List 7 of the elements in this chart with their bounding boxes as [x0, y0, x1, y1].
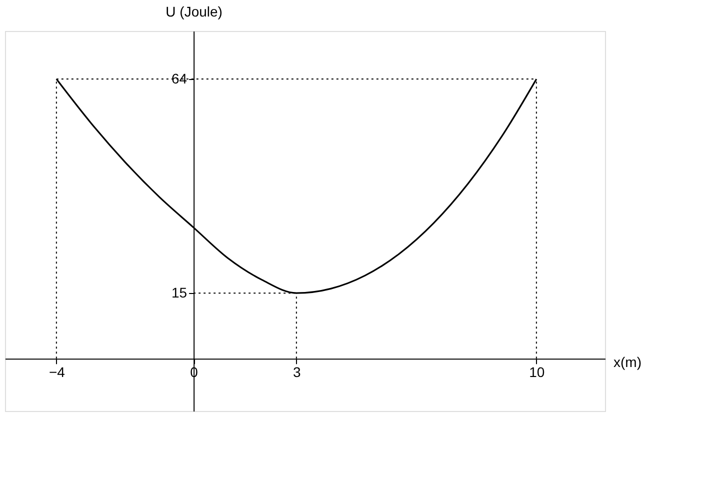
y-axis-title: U (Joule)	[166, 4, 222, 20]
x-tick-label: 3	[293, 364, 302, 380]
y-tick-label: 15	[171, 284, 188, 301]
x-tick-label: −4	[48, 364, 66, 380]
x-axis-title: x(m)	[614, 354, 642, 370]
y-tick-label: 64	[171, 70, 188, 87]
x-tick-label: 10	[529, 364, 545, 380]
